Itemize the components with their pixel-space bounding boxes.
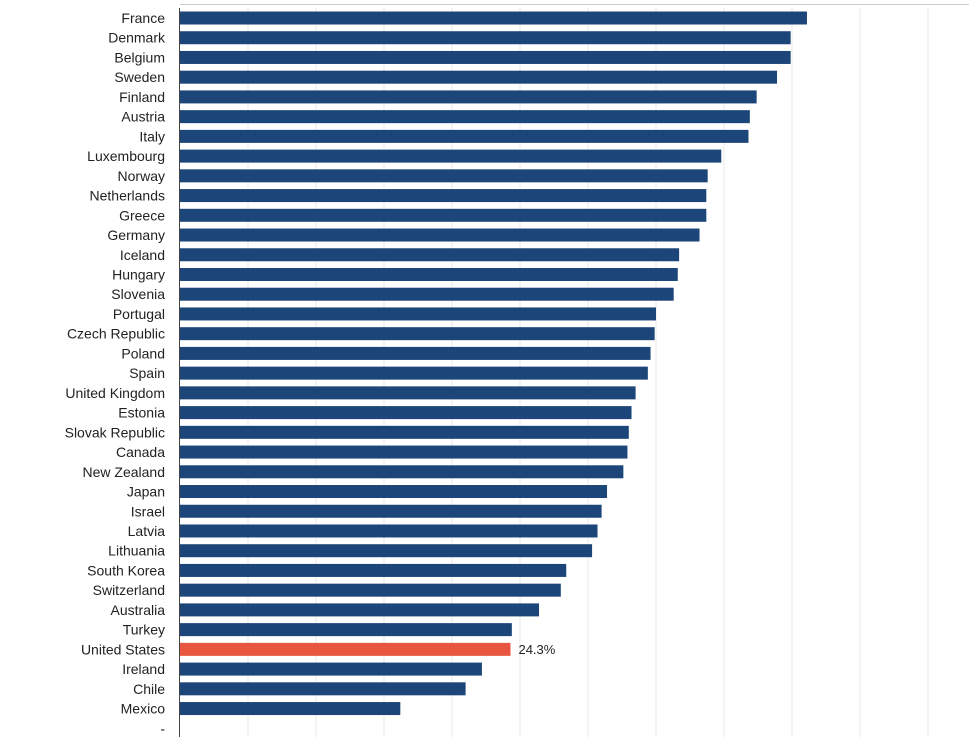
category-label: Hungary xyxy=(112,266,165,282)
bar xyxy=(180,702,401,716)
bar xyxy=(180,129,749,143)
category-label: France xyxy=(121,10,165,26)
bar xyxy=(180,662,482,676)
bar xyxy=(180,248,680,262)
category-label: - xyxy=(160,720,165,736)
category-label: Ireland xyxy=(122,661,165,677)
category-label: Greece xyxy=(119,207,165,223)
bar xyxy=(180,31,791,45)
category-label: South Korea xyxy=(87,562,165,578)
data-labels: 24.3% xyxy=(518,642,555,657)
category-label: Belgium xyxy=(114,49,165,65)
bar xyxy=(180,623,512,637)
category-label: Iceland xyxy=(120,247,165,263)
bar xyxy=(180,50,791,64)
category-label: Luxembourg xyxy=(87,148,165,164)
bar xyxy=(180,583,561,597)
bars xyxy=(180,11,807,716)
bar xyxy=(180,504,602,518)
category-label: Portugal xyxy=(113,306,165,322)
bar xyxy=(180,386,636,400)
bar xyxy=(180,425,629,439)
bar xyxy=(180,563,567,577)
category-label: Norway xyxy=(118,168,165,184)
bar xyxy=(180,327,655,341)
bar xyxy=(180,307,656,321)
bar xyxy=(180,267,678,281)
category-label: Latvia xyxy=(128,523,166,539)
bar xyxy=(180,110,750,124)
category-label: Canada xyxy=(116,444,165,460)
bar xyxy=(180,366,648,380)
bar xyxy=(180,445,628,459)
bar xyxy=(180,485,608,499)
bar xyxy=(180,465,624,479)
category-label: Netherlands xyxy=(90,188,166,204)
category-label: Denmark xyxy=(108,30,166,46)
category-label: Turkey xyxy=(123,622,165,638)
category-label: Slovak Republic xyxy=(65,424,165,440)
category-label: Poland xyxy=(121,345,165,361)
bar xyxy=(180,603,540,617)
bar xyxy=(180,149,722,163)
bar xyxy=(180,228,700,242)
category-label: Sweden xyxy=(114,69,165,85)
category-label: Mexico xyxy=(121,701,166,717)
bar xyxy=(180,90,757,104)
category-label: Czech Republic xyxy=(67,326,165,342)
bar xyxy=(180,70,778,84)
bar xyxy=(180,11,807,25)
bar xyxy=(180,682,466,696)
category-label: Lithuania xyxy=(108,543,165,559)
data-label: 24.3% xyxy=(518,642,555,657)
category-label: Austria xyxy=(121,109,165,125)
category-label: Spain xyxy=(129,365,165,381)
bar xyxy=(180,287,674,301)
category-label: New Zealand xyxy=(83,464,166,480)
category-label: Israel xyxy=(131,503,165,519)
category-label: Germany xyxy=(107,227,165,243)
category-label: Estonia xyxy=(118,405,165,421)
category-label: Slovenia xyxy=(111,286,165,302)
bar xyxy=(180,524,598,538)
bar xyxy=(180,346,651,360)
category-label: Finland xyxy=(119,89,165,105)
bar xyxy=(180,406,632,420)
category-label: United States xyxy=(81,641,165,657)
category-label: Italy xyxy=(139,128,165,144)
category-label: Switzerland xyxy=(93,582,165,598)
bar xyxy=(180,544,593,558)
bar xyxy=(180,189,707,203)
bar-highlighted xyxy=(180,642,511,656)
category-label: United Kingdom xyxy=(65,385,165,401)
bar xyxy=(180,169,708,183)
category-label: Chile xyxy=(133,681,165,697)
category-label: Japan xyxy=(127,484,165,500)
bar xyxy=(180,208,707,222)
category-labels: France Denmark Belgium Sweden Finland Austria… xyxy=(65,10,166,736)
category-label: Australia xyxy=(111,602,166,618)
